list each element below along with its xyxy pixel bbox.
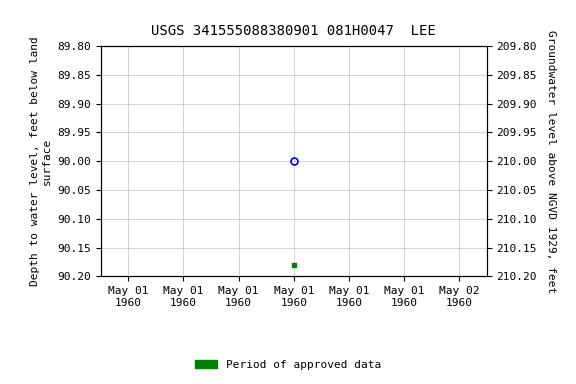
Title: USGS 341555088380901 081H0047  LEE: USGS 341555088380901 081H0047 LEE — [151, 24, 436, 38]
Legend: Period of approved data: Period of approved data — [191, 356, 385, 375]
Y-axis label: Groundwater level above NGVD 1929, feet: Groundwater level above NGVD 1929, feet — [547, 30, 556, 293]
Y-axis label: Depth to water level, feet below land
surface: Depth to water level, feet below land su… — [30, 36, 52, 286]
